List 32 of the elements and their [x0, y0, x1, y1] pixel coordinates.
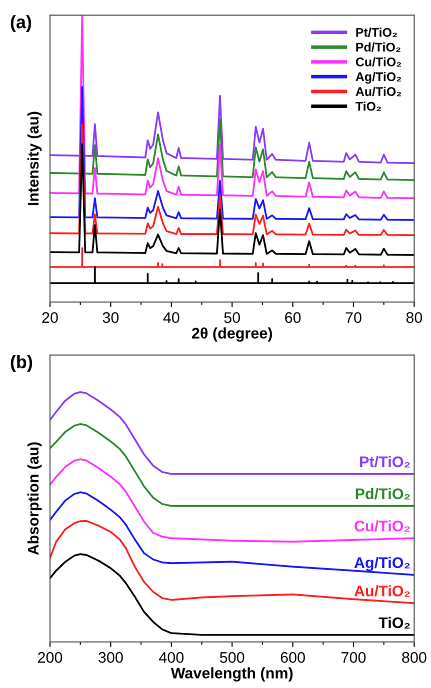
- legend-label: Pt/TiO₂: [356, 28, 397, 38]
- series-label: Cu/TiO₂: [354, 520, 410, 532]
- x-tick-label: 200: [38, 652, 62, 663]
- x-tick-label: 500: [220, 652, 244, 663]
- chart-title: (a): [10, 15, 32, 32]
- series-label: Au/TiO₂: [354, 585, 410, 597]
- series-label: Pd/TiO₂: [356, 488, 410, 500]
- x-tick-label: 50: [224, 312, 240, 323]
- chart-title: (b): [10, 355, 32, 372]
- x-tick-label: 80: [406, 312, 422, 323]
- x-axis-title: Wavelength (nm): [170, 667, 293, 682]
- x-tick-label: 20: [42, 312, 58, 323]
- x-axis-title: 2θ (degree): [192, 327, 272, 342]
- x-tick-label: 30: [102, 312, 119, 323]
- x-tick-label: 60: [285, 312, 301, 323]
- y-axis-title: Intensity (au): [27, 112, 42, 206]
- x-tick-label: 40: [163, 312, 180, 323]
- y-axis-title: Absorption (au): [27, 442, 42, 555]
- legend-label: Pd/TiO₂: [356, 42, 400, 52]
- legend-label: Ag/TiO₂: [356, 72, 402, 84]
- legend-label: TiO₂: [356, 102, 381, 112]
- x-tick-label: 70: [346, 312, 362, 323]
- x-tick-label: 300: [98, 652, 123, 663]
- x-tick-label: 400: [159, 652, 184, 663]
- series-label: Ag/TiO₂: [354, 556, 410, 572]
- series-label: TiO₂: [378, 616, 410, 628]
- legend-label: Au/TiO₂: [356, 86, 402, 96]
- legend-label: Cu/TiO₂: [356, 57, 402, 67]
- series-label: Pt/TiO₂: [360, 456, 410, 468]
- x-tick-label: 700: [342, 652, 366, 663]
- x-tick-label: 600: [280, 652, 305, 663]
- x-tick-label: 800: [402, 652, 426, 663]
